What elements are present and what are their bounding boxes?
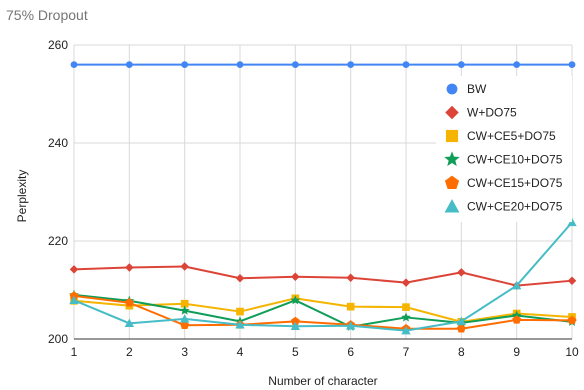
data-point bbox=[236, 307, 244, 316]
legend-label: BW bbox=[467, 82, 487, 96]
data-point bbox=[457, 268, 466, 277]
x-tick-label: 10 bbox=[565, 345, 579, 359]
legend-marker bbox=[446, 83, 458, 95]
data-point bbox=[290, 316, 300, 326]
x-tick-label: 4 bbox=[237, 345, 244, 359]
series-lines bbox=[69, 61, 577, 335]
legend-marker bbox=[444, 199, 460, 213]
legend-entry: CW+CE20+DO75 bbox=[444, 199, 563, 214]
x-tick-label: 7 bbox=[403, 345, 410, 359]
data-point bbox=[291, 61, 299, 68]
data-point bbox=[456, 316, 467, 326]
data-point bbox=[512, 315, 522, 324]
data-point bbox=[179, 305, 190, 315]
legend-label: CW+CE10+DO75 bbox=[467, 153, 563, 167]
data-point bbox=[290, 295, 301, 305]
x-tick-label: 5 bbox=[292, 345, 299, 359]
legend-marker bbox=[445, 129, 459, 143]
x-tick-label: 6 bbox=[347, 345, 354, 359]
legend-label: CW+CE15+DO75 bbox=[467, 176, 563, 190]
series-1 bbox=[69, 262, 577, 290]
legend-marker bbox=[444, 175, 460, 190]
data-point bbox=[180, 299, 189, 308]
data-point bbox=[69, 295, 79, 305]
data-point bbox=[125, 61, 133, 68]
x-tick-label: 2 bbox=[126, 345, 133, 359]
y-tick-label: 200 bbox=[48, 332, 68, 346]
data-point bbox=[511, 280, 522, 290]
series-line bbox=[73, 293, 573, 328]
data-point bbox=[69, 265, 79, 274]
legend-entry: CW+CE10+DO75 bbox=[444, 151, 563, 167]
data-point bbox=[180, 262, 189, 271]
series-line bbox=[73, 221, 573, 332]
data-point bbox=[346, 302, 355, 311]
axes: 200 220 240 260 1 2 3 4 5 6 7 8 9 10 bbox=[48, 38, 579, 359]
x-tick-label: 8 bbox=[458, 345, 465, 359]
legend-entry: W+DO75 bbox=[445, 106, 517, 120]
legend-marker bbox=[445, 105, 459, 120]
data-point bbox=[70, 61, 78, 68]
data-point bbox=[236, 61, 244, 68]
x-tick-label: 1 bbox=[71, 345, 78, 359]
chart-title: 75% Dropout bbox=[6, 7, 88, 23]
data-point bbox=[567, 276, 577, 285]
legend-background bbox=[436, 76, 572, 222]
x-tick-label: 3 bbox=[181, 345, 188, 359]
y-axis-label: Perplexity bbox=[15, 170, 29, 223]
data-point bbox=[401, 325, 411, 335]
data-point bbox=[511, 310, 522, 320]
legend-entry: CW+CE5+DO75 bbox=[445, 129, 556, 143]
data-point bbox=[513, 61, 521, 68]
data-point bbox=[345, 321, 356, 330]
data-point bbox=[124, 298, 134, 307]
series-5 bbox=[69, 217, 577, 335]
data-point bbox=[69, 291, 79, 300]
data-point bbox=[401, 278, 411, 287]
series-line bbox=[73, 294, 573, 330]
data-point bbox=[291, 272, 300, 282]
y-tick-label: 260 bbox=[48, 38, 68, 52]
legend-marker bbox=[444, 151, 460, 167]
grid bbox=[73, 44, 573, 339]
legend-label: CW+CE20+DO75 bbox=[467, 200, 563, 214]
data-point bbox=[290, 321, 301, 330]
data-point bbox=[402, 61, 410, 68]
data-point bbox=[235, 320, 245, 329]
data-point bbox=[179, 314, 190, 323]
legend-label: CW+CE5+DO75 bbox=[467, 129, 556, 143]
legend-label: W+DO75 bbox=[467, 106, 517, 120]
x-tick-label: 9 bbox=[513, 345, 520, 359]
data-point bbox=[125, 263, 134, 272]
data-point bbox=[402, 303, 410, 311]
data-point bbox=[401, 312, 411, 322]
x-axis-label: Number of character bbox=[268, 374, 377, 388]
data-point bbox=[347, 61, 355, 68]
series-line bbox=[73, 265, 573, 287]
data-point bbox=[181, 61, 189, 68]
legend-entry: BW bbox=[446, 82, 487, 96]
legend: BW W+DO75 CW+CE5+DO75 CW+CE10+DO75 CW+CE15+D… bbox=[436, 76, 572, 222]
y-tick-label: 240 bbox=[48, 136, 68, 150]
data-point bbox=[568, 61, 576, 68]
y-tick-label: 220 bbox=[48, 234, 68, 248]
data-point bbox=[456, 324, 466, 333]
data-point bbox=[567, 315, 577, 325]
legend-entry: CW+CE15+DO75 bbox=[444, 175, 563, 190]
data-point bbox=[180, 320, 190, 330]
data-point bbox=[457, 61, 465, 68]
data-point bbox=[235, 273, 245, 283]
data-point bbox=[124, 318, 135, 328]
data-point bbox=[346, 273, 355, 282]
series-0 bbox=[70, 61, 576, 68]
